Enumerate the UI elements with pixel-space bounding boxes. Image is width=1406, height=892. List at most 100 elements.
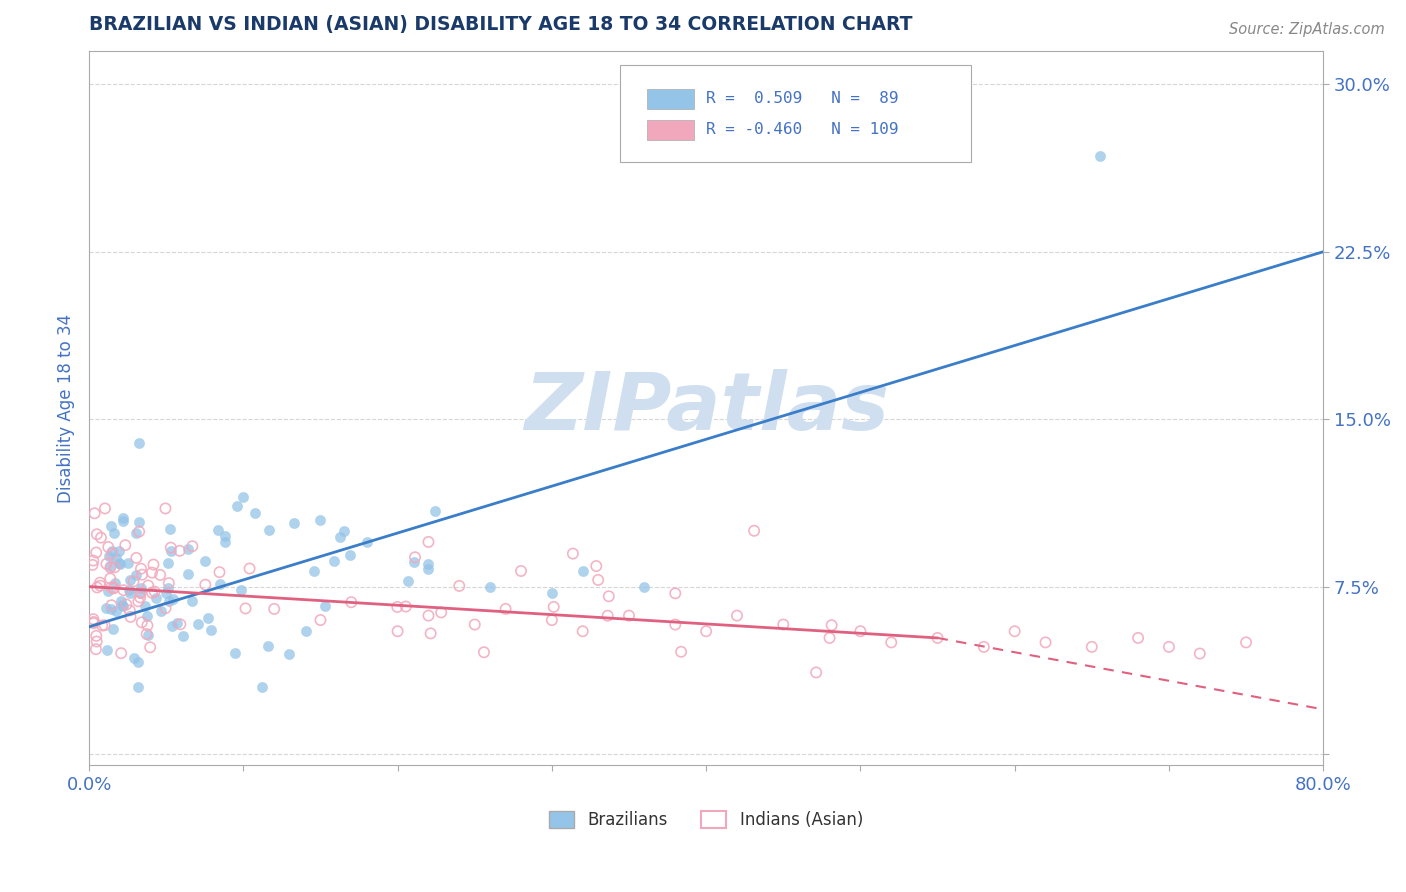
Point bbox=[129, 586, 152, 600]
Point bbox=[209, 576, 232, 591]
Point bbox=[818, 631, 841, 645]
Point bbox=[129, 562, 152, 576]
Point bbox=[1035, 635, 1057, 649]
Point bbox=[125, 550, 148, 565]
Point bbox=[100, 581, 122, 595]
Legend: Brazilians, Indians (Asian): Brazilians, Indians (Asian) bbox=[543, 804, 870, 836]
Point bbox=[277, 647, 299, 661]
Point bbox=[416, 562, 439, 576]
Point bbox=[96, 557, 118, 571]
Point bbox=[309, 613, 332, 627]
Point bbox=[118, 585, 141, 599]
Point bbox=[115, 598, 138, 612]
Point bbox=[880, 635, 903, 649]
Point bbox=[86, 581, 108, 595]
Point bbox=[387, 624, 409, 639]
Point bbox=[295, 624, 318, 638]
Point bbox=[129, 591, 152, 605]
Point bbox=[98, 549, 121, 564]
Point bbox=[172, 629, 194, 643]
Point bbox=[108, 556, 131, 570]
Point bbox=[232, 491, 254, 505]
Point bbox=[136, 578, 159, 592]
Point bbox=[100, 560, 122, 574]
Point bbox=[235, 601, 257, 615]
Point bbox=[83, 506, 105, 520]
Point bbox=[395, 599, 418, 614]
Point bbox=[157, 576, 180, 591]
Point bbox=[131, 615, 153, 630]
Point bbox=[118, 603, 141, 617]
FancyBboxPatch shape bbox=[647, 120, 693, 140]
Point bbox=[139, 640, 162, 655]
Point bbox=[617, 608, 640, 623]
Point bbox=[927, 631, 949, 645]
Point bbox=[479, 580, 502, 594]
Point bbox=[585, 559, 607, 574]
Point bbox=[103, 526, 125, 541]
Point bbox=[100, 519, 122, 533]
Point bbox=[181, 539, 204, 553]
Point bbox=[541, 613, 564, 627]
Point bbox=[124, 567, 146, 582]
Point bbox=[135, 609, 157, 624]
Point bbox=[83, 616, 105, 631]
Point bbox=[472, 645, 495, 659]
Point bbox=[101, 623, 124, 637]
Point bbox=[821, 618, 844, 632]
Point bbox=[136, 627, 159, 641]
Point bbox=[418, 535, 440, 549]
Point bbox=[224, 646, 246, 660]
Point bbox=[669, 645, 692, 659]
Point bbox=[91, 618, 114, 632]
Point bbox=[402, 555, 425, 569]
Point bbox=[302, 564, 325, 578]
Point bbox=[128, 515, 150, 529]
Point bbox=[742, 524, 765, 538]
Point bbox=[571, 564, 593, 578]
Point bbox=[155, 601, 177, 615]
Point bbox=[122, 574, 145, 589]
Point bbox=[243, 506, 266, 520]
FancyBboxPatch shape bbox=[620, 65, 972, 161]
Point bbox=[571, 624, 593, 639]
Point bbox=[107, 544, 129, 558]
Point bbox=[101, 544, 124, 558]
Point bbox=[84, 545, 107, 559]
Point bbox=[90, 531, 112, 545]
Point bbox=[159, 541, 181, 555]
Point bbox=[596, 608, 619, 623]
Point bbox=[214, 529, 236, 543]
Point bbox=[110, 594, 132, 608]
Point bbox=[160, 619, 183, 633]
Text: R =  0.509   N =  89: R = 0.509 N = 89 bbox=[706, 91, 898, 106]
Point bbox=[772, 617, 794, 632]
Point bbox=[120, 610, 142, 624]
Point bbox=[110, 646, 132, 660]
Point bbox=[128, 436, 150, 450]
Point bbox=[177, 542, 200, 557]
Point bbox=[96, 642, 118, 657]
Point bbox=[129, 581, 152, 595]
Point bbox=[156, 581, 179, 595]
Point bbox=[430, 606, 453, 620]
Point bbox=[125, 526, 148, 541]
Text: ZIPatlas: ZIPatlas bbox=[523, 369, 889, 447]
Point bbox=[135, 627, 157, 641]
Point bbox=[340, 595, 363, 609]
Point bbox=[111, 511, 134, 525]
Point bbox=[96, 601, 118, 615]
Point bbox=[1157, 640, 1180, 654]
Point bbox=[449, 579, 471, 593]
Point bbox=[418, 608, 440, 623]
Point bbox=[97, 540, 120, 554]
Point bbox=[309, 513, 332, 527]
Point bbox=[169, 544, 191, 558]
Point bbox=[162, 592, 184, 607]
Point bbox=[1188, 647, 1211, 661]
Point bbox=[329, 530, 352, 544]
Point bbox=[387, 599, 409, 614]
Point bbox=[112, 514, 135, 528]
Point bbox=[586, 573, 609, 587]
Point bbox=[86, 634, 108, 648]
